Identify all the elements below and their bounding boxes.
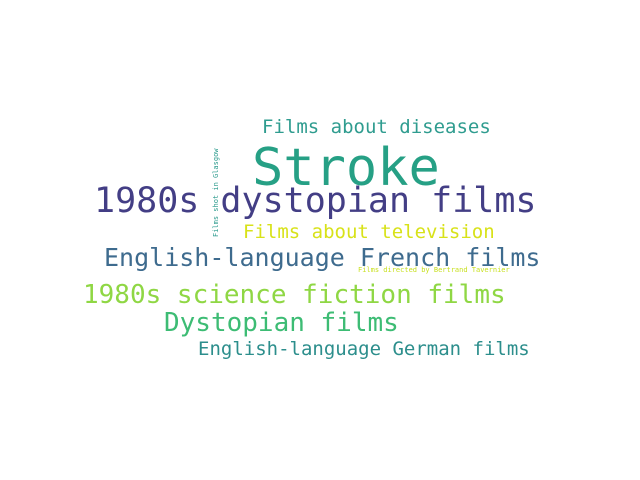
word-films-about-diseases: Films about diseases	[262, 116, 491, 138]
word-english-language-german-films: English-language German films	[198, 338, 530, 360]
word-1980s-science-fiction-films: 1980s science fiction films	[83, 280, 506, 310]
word-films-about-television: Films about television	[243, 221, 495, 243]
word-films-shot-in-glasgow: Films shot in Glasgow	[212, 148, 220, 237]
word-1980s-dystopian-films: 1980s dystopian films	[94, 181, 537, 221]
word-films-directed-by-bertrand-tavernier: Films directed by Bertrand Tavernier	[358, 266, 510, 274]
word-dystopian-films: Dystopian films	[164, 308, 399, 338]
word-english-language-french-films: English-language French films	[104, 243, 541, 272]
word-stroke: Stroke	[252, 138, 440, 198]
